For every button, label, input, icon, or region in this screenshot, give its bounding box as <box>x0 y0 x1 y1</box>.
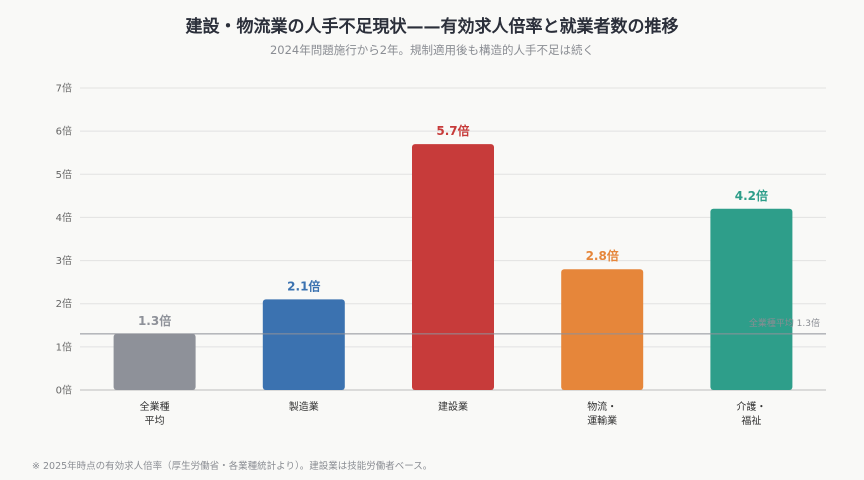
y-tick-label: 0倍 <box>56 384 72 397</box>
y-axis-ticks: 0倍 1倍 2倍 3倍 4倍 5倍 6倍 7倍 <box>56 82 72 397</box>
reference-line-group: 全業種平均 1.3倍 <box>80 317 826 335</box>
value-labels: 1.3倍 2.1倍 5.7倍 2.8倍 4.2倍 <box>138 123 768 328</box>
y-tick-label: 1倍 <box>56 340 72 353</box>
chart-subtitle: 2024年問題施行から2年。規制適用後も構造的人手不足は続く <box>269 43 595 57</box>
y-tick-label: 3倍 <box>56 254 72 267</box>
category-label: 全業種 <box>140 400 170 413</box>
y-tick-label: 4倍 <box>56 211 72 224</box>
bar-value-label: 1.3倍 <box>138 313 171 328</box>
average-reference-label: 全業種平均 1.3倍 <box>749 317 820 329</box>
bar <box>412 144 494 390</box>
bar-value-label: 2.1倍 <box>287 278 320 293</box>
category-label: 製造業 <box>289 400 319 413</box>
category-label: 福祉 <box>741 414 761 427</box>
bar <box>561 269 644 390</box>
category-label: 介護・ <box>736 400 766 413</box>
category-labels: 全業種平均 製造業 建設業 物流・運輸業 介護・福祉 <box>140 400 767 427</box>
category-label: 運輸業 <box>587 414 617 427</box>
bar <box>113 333 196 390</box>
y-tick-label: 6倍 <box>56 125 72 138</box>
bars <box>113 144 793 390</box>
grid-lines <box>80 87 826 391</box>
bar-value-label: 4.2倍 <box>735 188 768 203</box>
bar-value-label: 5.7倍 <box>436 123 469 138</box>
category-label: 物流・ <box>587 400 617 413</box>
bar <box>710 208 793 390</box>
chart-title: 建設・物流業の人手不足現状——有効求人倍率と就業者数の推移 <box>185 17 679 37</box>
y-tick-label: 7倍 <box>56 82 72 95</box>
bar <box>262 299 345 390</box>
footnote: ※ 2025年時点の有効求人倍率（厚生労働省・各業種統計より）。建設業は技能労働… <box>32 461 433 472</box>
y-tick-label: 2倍 <box>56 297 72 310</box>
bar-value-label: 2.8倍 <box>586 248 619 263</box>
category-label: 建設業 <box>438 400 468 413</box>
category-label: 平均 <box>145 415 165 427</box>
y-tick-label: 5倍 <box>56 168 72 181</box>
